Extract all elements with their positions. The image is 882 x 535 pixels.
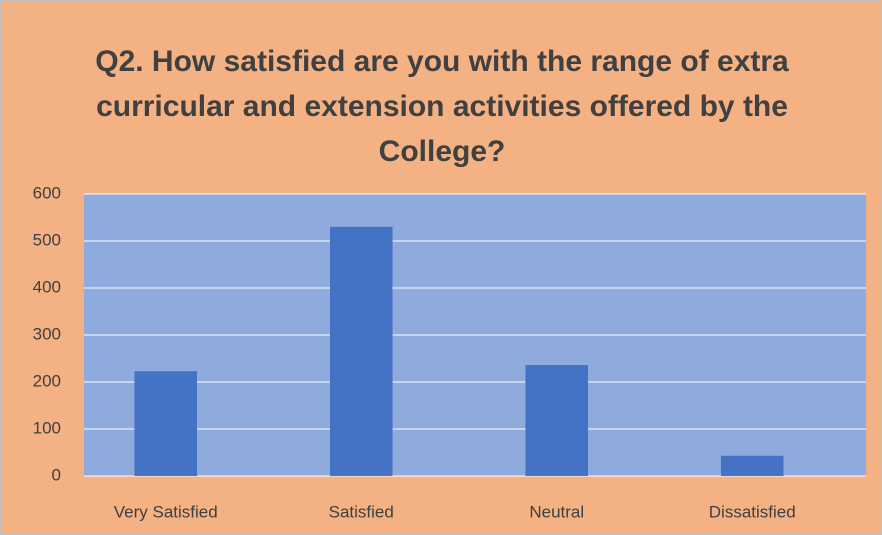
y-tick-label: 0 (52, 465, 61, 484)
y-tick-label: 500 (33, 230, 61, 249)
x-tick-label: Very Satisfied (114, 502, 218, 521)
y-tick-label: 100 (33, 418, 61, 437)
y-tick-label: 400 (33, 277, 61, 296)
bar (134, 371, 198, 476)
bar (329, 226, 393, 476)
x-tick-label: Neutral (529, 502, 584, 521)
chart-title: Q2. How satisfied are you with the range… (95, 45, 789, 168)
y-tick-label: 600 (33, 183, 61, 202)
bar (525, 365, 589, 476)
y-tick-label: 300 (33, 324, 61, 343)
x-tick-label: Dissatisfied (709, 502, 796, 521)
x-tick-label: Satisfied (329, 502, 394, 521)
bar (720, 455, 784, 476)
y-tick-label: 200 (33, 371, 61, 390)
